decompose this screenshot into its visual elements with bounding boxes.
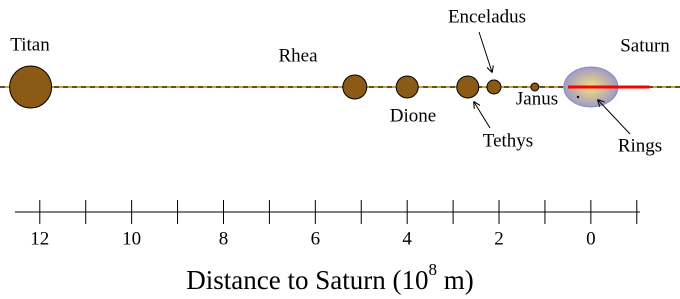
x-tick-label: 0 <box>586 228 596 249</box>
pointer-arrow <box>598 100 630 134</box>
x-tick-label: 12 <box>30 228 49 249</box>
body-label: Titan <box>10 34 50 55</box>
x-axis-label-exponent: 8 <box>428 260 437 279</box>
x-tick-label: 10 <box>122 228 141 249</box>
body-label: Saturn <box>620 35 670 56</box>
x-axis-label-text: Distance to Saturn (10 <box>186 265 428 295</box>
moon <box>487 80 501 94</box>
body-label: Janus <box>516 88 558 109</box>
x-tick-label: 2 <box>494 228 504 249</box>
pointer-arrow <box>474 102 490 128</box>
x-tick-label: 6 <box>311 228 321 249</box>
x-tick-label: 8 <box>219 228 229 249</box>
dot <box>577 96 579 98</box>
x-tick-label: 4 <box>402 228 412 249</box>
rings-label: Rings <box>618 135 662 156</box>
body-label: Dione <box>390 105 436 126</box>
x-axis-label-unit: m) <box>437 265 474 295</box>
body-label: Tethys <box>483 130 533 151</box>
moon <box>10 66 52 108</box>
moon <box>457 76 479 98</box>
body-label: Enceladus <box>448 6 526 27</box>
moon <box>396 76 418 98</box>
moon <box>343 75 367 99</box>
diagram: 12 10 8 6 4 2 0 Titan Rhea Dione Tethys Enceladus Ja… <box>0 0 680 299</box>
x-axis-label: Distance to Saturn (108 m) <box>186 260 473 295</box>
body-label: Rhea <box>278 45 318 66</box>
pointer-arrow <box>479 32 492 72</box>
